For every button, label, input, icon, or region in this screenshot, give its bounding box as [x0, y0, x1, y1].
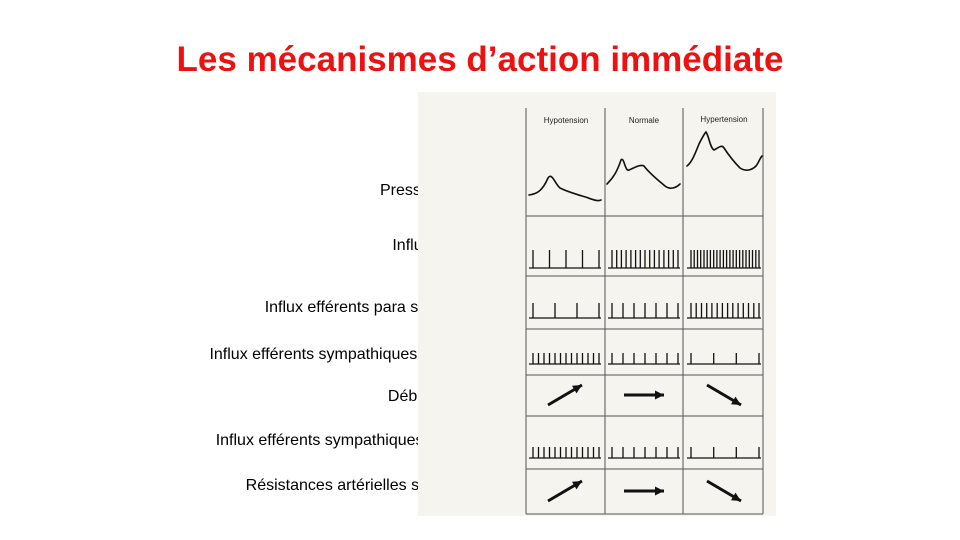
pressure-trace-normale — [606, 158, 681, 189]
arrow — [624, 390, 664, 400]
slide-title: Les mécanismes d’action immédiate — [176, 40, 784, 79]
figure-grid — [525, 108, 764, 515]
physiology-figure: Hypotension Normale Hypertension — [418, 92, 776, 516]
pressure-trace-hypertension — [686, 130, 763, 171]
arrow — [547, 383, 583, 407]
pressure-trace-hypotension — [528, 175, 602, 202]
figure-canvas: Hypotension Normale Hypertension — [525, 108, 764, 515]
spike-trains — [529, 250, 761, 459]
arrow — [706, 383, 742, 407]
pressure-traces — [528, 130, 763, 202]
column-head-normale: Normale — [629, 116, 660, 125]
arrow — [706, 479, 742, 503]
arrow — [624, 486, 664, 496]
arrow-indicators — [547, 383, 742, 503]
arrow — [547, 479, 583, 503]
column-head-hypotension: Hypotension — [544, 116, 588, 125]
column-head-hypertension: Hypertension — [700, 115, 747, 124]
